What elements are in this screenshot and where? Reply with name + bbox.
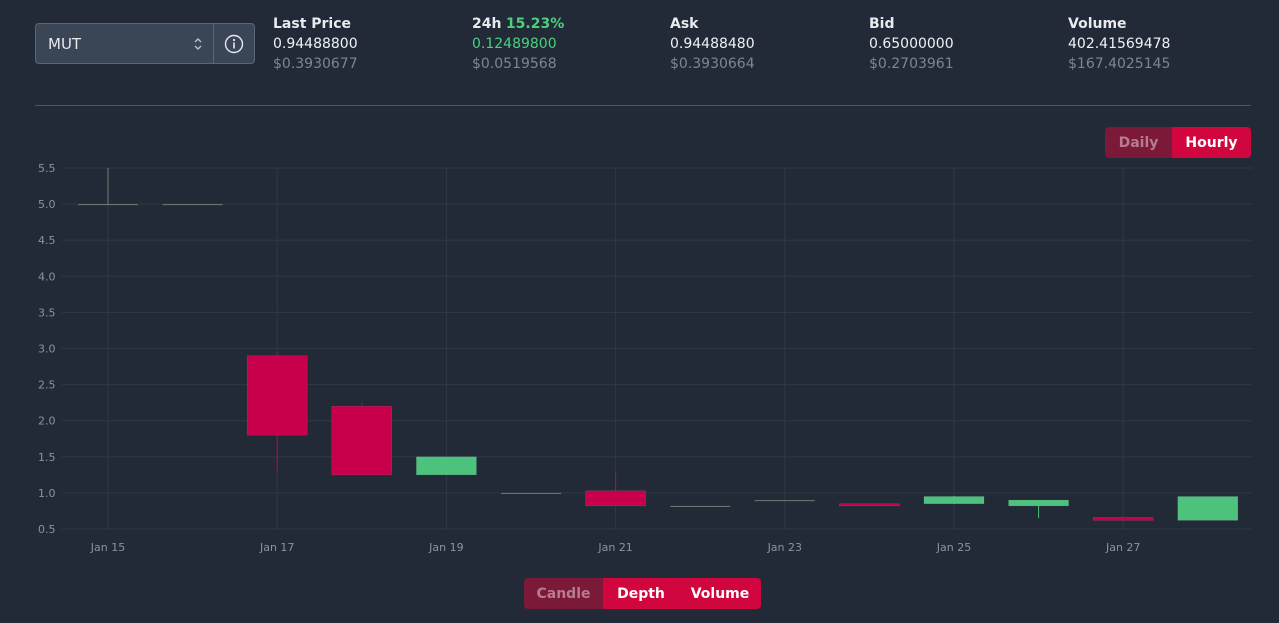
chevron-up-down-icon[interactable] [183,24,213,63]
candle-body [585,490,646,507]
candle [923,495,985,504]
candle [331,402,393,476]
change-24h-value: 0.12489800 [472,36,557,52]
candle-body [839,503,900,507]
y-tick-label: 1.5 [38,451,56,464]
view-toggle: Candle Depth Volume [524,578,761,609]
candle [839,503,900,507]
candle [78,168,138,206]
candle [246,352,308,472]
pair-selector-value[interactable]: MUT [48,34,82,53]
x-tick-label: Jan 17 [259,541,294,554]
change-24h-stat: 24h 15.23% 0.12489800 $0.0519568 [472,14,564,74]
candle [416,456,477,476]
daily-button[interactable]: Daily [1105,127,1172,158]
x-tick-label: Jan 27 [1105,541,1140,554]
candle-body [1092,517,1154,521]
candle-body [78,204,138,206]
ask-value: 0.94488480 [670,36,755,52]
info-icon [224,34,244,53]
y-tick-label: 3.0 [38,343,56,356]
x-tick-label: Jan 15 [90,541,125,554]
volume-button[interactable]: Volume [679,578,761,609]
y-tick-label: 2.5 [38,379,56,392]
candle [754,500,815,502]
y-tick-label: 2.0 [38,415,56,428]
candle-body [501,492,561,494]
y-tick-label: 5.5 [38,162,56,175]
last-price-value: 0.94488800 [273,36,358,52]
candle-button[interactable]: Candle [524,578,603,609]
candle [501,492,561,494]
candle-body [416,456,477,476]
x-tick-label: Jan 25 [936,541,971,554]
y-tick-label: 5.0 [38,198,56,211]
candle [1008,499,1069,519]
last-price-stat: Last Price 0.94488800 $0.3930677 [273,14,358,74]
candle-body [670,505,731,507]
bid-stat: Bid 0.65000000 $0.2703961 [869,14,954,74]
candle-body [1008,499,1069,507]
volume-stat: Volume 402.41569478 $167.4025145 [1068,14,1170,74]
ask-stat: Ask 0.94488480 $0.3930664 [670,14,755,74]
candle [585,471,646,507]
candle-body [754,500,815,502]
y-tick-label: 4.0 [38,270,56,283]
candle [1092,517,1154,521]
chart-grid [62,167,1252,530]
y-tick-label: 0.5 [38,523,56,536]
change-24h-label: 24h [472,16,502,32]
ask-usd: $0.3930664 [670,56,755,72]
chart-candles [78,168,1239,521]
last-price-label: Last Price [273,16,352,32]
volume-value: 402.41569478 [1068,36,1171,52]
bid-label: Bid [869,16,895,32]
hourly-button[interactable]: Hourly [1172,127,1251,158]
candle-body [1177,496,1239,521]
last-price-usd: $0.3930677 [273,56,358,72]
candle-body [331,406,393,476]
y-tick-label: 3.5 [38,306,56,319]
volume-label: Volume [1068,16,1127,32]
chart-axes: 0.5 1.0 1.5 2.0 2.5 3.0 3.5 4.0 4.5 5.0 5.5 Jan 15 J… [38,162,1140,554]
x-tick-label: Jan 23 [767,541,802,554]
x-tick-label: Jan 21 [597,541,632,554]
pair-selector[interactable]: MUT [35,23,255,64]
y-tick-label: 1.0 [38,487,56,500]
bid-usd: $0.2703961 [869,56,954,72]
change-24h-percent: 15.23% [505,16,565,32]
ask-label: Ask [670,16,699,32]
candle-body [162,204,223,206]
x-tick-label: Jan 19 [428,541,463,554]
candle [162,204,223,206]
volume-usd: $167.4025145 [1068,56,1171,72]
info-button[interactable] [213,24,254,63]
candle [670,505,731,507]
candle-body [923,496,985,504]
candle [1177,496,1239,521]
depth-button[interactable]: Depth [603,578,679,609]
y-tick-label: 4.5 [38,234,56,247]
change-24h-usd: $0.0519568 [472,56,557,72]
bid-value: 0.65000000 [869,36,954,52]
candle-body [246,355,308,436]
interval-toggle: Daily Hourly [1105,127,1251,158]
header-divider [35,105,1251,106]
